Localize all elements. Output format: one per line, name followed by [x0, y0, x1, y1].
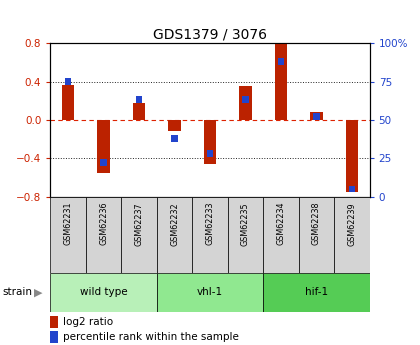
Text: GSM62232: GSM62232	[170, 202, 179, 246]
Bar	[204, 120, 216, 164]
Bar	[168, 120, 181, 131]
Text: GSM62239: GSM62239	[347, 202, 356, 246]
Text: strain: strain	[2, 287, 32, 297]
Bar	[346, 120, 358, 192]
Bar	[313, 114, 320, 120]
Bar	[157, 197, 192, 273]
Bar	[278, 58, 284, 65]
Bar	[133, 102, 145, 120]
Bar	[121, 197, 157, 273]
Text: log2 ratio: log2 ratio	[63, 317, 113, 327]
Bar	[157, 273, 263, 312]
Text: GSM62238: GSM62238	[312, 202, 321, 245]
Bar	[299, 197, 334, 273]
Bar	[86, 197, 121, 273]
Bar	[97, 120, 110, 172]
Text: ▶: ▶	[34, 287, 42, 297]
Bar	[310, 112, 323, 120]
Bar	[50, 273, 157, 312]
Text: GSM62233: GSM62233	[205, 202, 215, 245]
Bar	[349, 186, 355, 193]
Text: vhl-1: vhl-1	[197, 287, 223, 297]
Bar	[192, 197, 228, 273]
Bar	[62, 85, 74, 120]
Bar	[50, 197, 86, 273]
Text: GSM62235: GSM62235	[241, 202, 250, 246]
Text: GDS1379 / 3076: GDS1379 / 3076	[153, 27, 267, 41]
Bar	[65, 78, 71, 85]
Text: hif-1: hif-1	[305, 287, 328, 297]
Bar	[263, 273, 370, 312]
Bar	[207, 150, 213, 157]
Bar	[263, 197, 299, 273]
Bar	[334, 197, 370, 273]
Text: GSM62236: GSM62236	[99, 202, 108, 245]
Text: GSM62237: GSM62237	[134, 202, 144, 246]
Bar	[242, 97, 249, 104]
Bar	[275, 43, 287, 120]
Text: GSM62234: GSM62234	[276, 202, 286, 245]
Text: GSM62231: GSM62231	[64, 202, 73, 245]
Text: wild type: wild type	[80, 287, 127, 297]
Bar	[100, 159, 107, 166]
Bar	[50, 315, 58, 328]
Text: percentile rank within the sample: percentile rank within the sample	[63, 332, 239, 342]
Bar	[228, 197, 263, 273]
Bar	[171, 135, 178, 142]
Bar	[50, 331, 58, 344]
Bar	[239, 86, 252, 120]
Bar	[136, 97, 142, 104]
